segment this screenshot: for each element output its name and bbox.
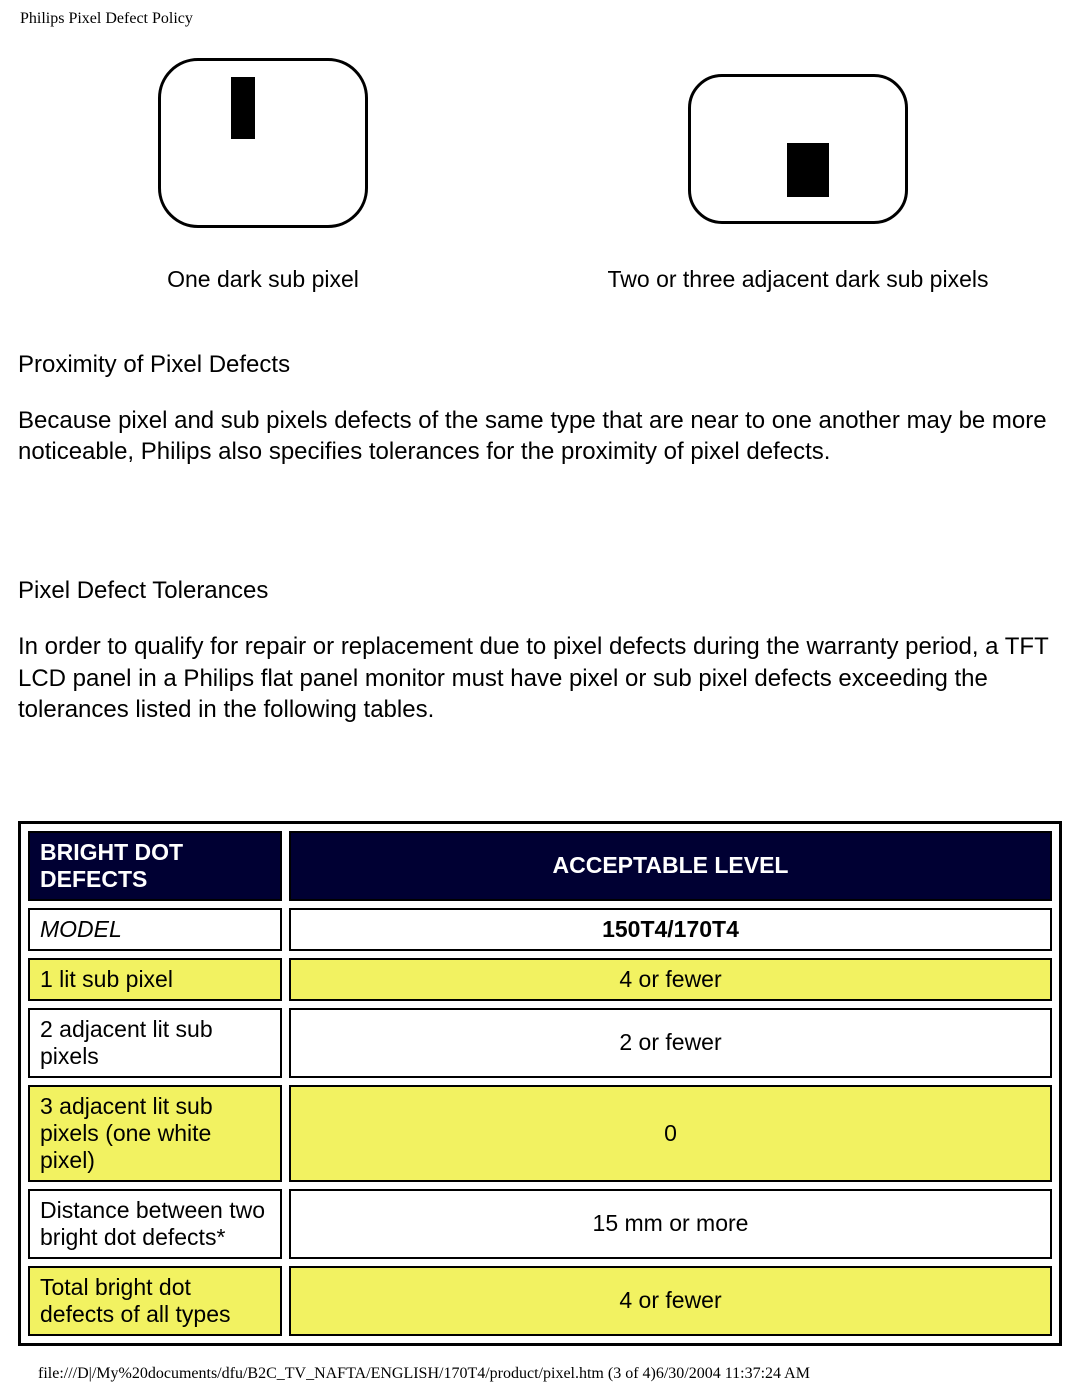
page-header-path: Philips Pixel Defect Policy <box>0 0 1080 34</box>
tolerances-body: In order to qualify for repair or replac… <box>18 631 1062 725</box>
diagram-row <box>18 58 1062 228</box>
bright-dot-table: BRIGHT DOT DEFECTS ACCEPTABLE LEVEL MODE… <box>18 821 1062 1346</box>
model-label: MODEL <box>28 908 282 951</box>
diagram-left-col <box>18 58 488 228</box>
row-value: 0 <box>289 1085 1052 1182</box>
row-value: 4 or fewer <box>289 958 1052 1001</box>
row-value: 15 mm or more <box>289 1189 1052 1259</box>
col1-header: BRIGHT DOT DEFECTS <box>28 831 282 901</box>
table-model-row: MODEL 150T4/170T4 <box>28 908 1052 951</box>
row-value: 4 or fewer <box>289 1266 1052 1336</box>
row-value: 2 or fewer <box>289 1008 1052 1078</box>
dark-subpixel-shape <box>231 77 255 139</box>
diagram-right-col <box>488 58 1048 228</box>
table-row: 2 adjacent lit sub pixels 2 or fewer <box>28 1008 1052 1078</box>
model-value: 150T4/170T4 <box>289 908 1052 951</box>
row-label: 1 lit sub pixel <box>28 958 282 1001</box>
page-content: One dark sub pixel Two or three adjacent… <box>0 58 1080 1346</box>
table-row: Total bright dot defects of all types 4 … <box>28 1266 1052 1336</box>
row-label: 2 adjacent lit sub pixels <box>28 1008 282 1078</box>
page-footer-path: file:///D|/My%20documents/dfu/B2C_TV_NAF… <box>38 1365 810 1383</box>
proximity-body: Because pixel and sub pixels defects of … <box>18 405 1062 467</box>
row-label: 3 adjacent lit sub pixels (one white pix… <box>28 1085 282 1182</box>
tolerances-heading: Pixel Defect Tolerances <box>18 577 1062 605</box>
table-header-row: BRIGHT DOT DEFECTS ACCEPTABLE LEVEL <box>28 831 1052 901</box>
dark-pixel-block-shape <box>787 143 829 197</box>
proximity-heading: Proximity of Pixel Defects <box>18 351 1062 379</box>
diagram-caption-row: One dark sub pixel Two or three adjacent… <box>18 266 1062 293</box>
table-row: 1 lit sub pixel 4 or fewer <box>28 958 1052 1001</box>
row-label: Total bright dot defects of all types <box>28 1266 282 1336</box>
row-label: Distance between two bright dot defects* <box>28 1189 282 1259</box>
diagram-caption-right: Two or three adjacent dark sub pixels <box>488 266 1048 293</box>
table-row: Distance between two bright dot defects*… <box>28 1189 1052 1259</box>
col2-header: ACCEPTABLE LEVEL <box>289 831 1052 901</box>
adjacent-dark-subpixels-diagram <box>688 74 908 224</box>
table-row: 3 adjacent lit sub pixels (one white pix… <box>28 1085 1052 1182</box>
diagram-caption-left: One dark sub pixel <box>18 266 488 293</box>
single-dark-subpixel-diagram <box>158 58 368 228</box>
